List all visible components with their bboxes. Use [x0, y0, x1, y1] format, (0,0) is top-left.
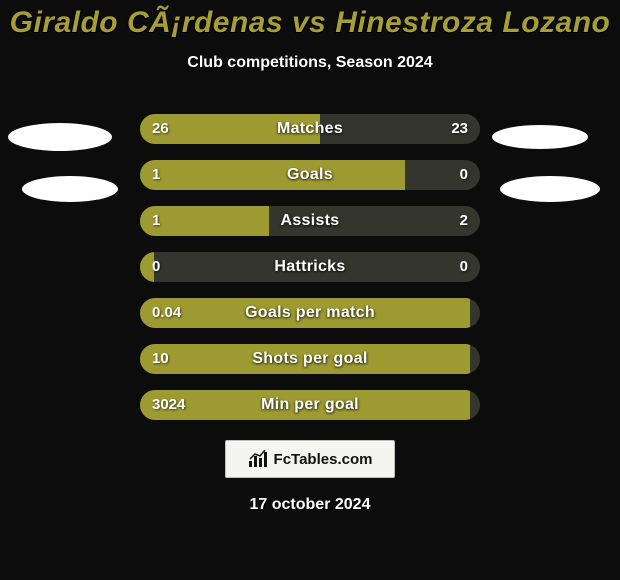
stat-bar: 26Matches23 [140, 114, 480, 144]
footer-logo: FcTables.com [225, 440, 395, 478]
stat-label: Goals [140, 160, 480, 190]
stat-right-value: 0 [460, 160, 468, 190]
stat-label: Min per goal [140, 390, 480, 420]
stat-label: Assists [140, 206, 480, 236]
decor-ellipse-left2 [22, 176, 118, 202]
stat-bar: 0Hattricks0 [140, 252, 480, 282]
date-text: 17 october 2024 [0, 496, 620, 514]
stat-label: Goals per match [140, 298, 480, 328]
stat-label: Hattricks [140, 252, 480, 282]
decor-ellipse-right2 [500, 176, 600, 202]
decor-ellipse-left1 [8, 123, 112, 151]
page-title: Giraldo CÃ¡rdenas vs Hinestroza Lozano [0, 0, 620, 40]
stat-bar: 0.04Goals per match [140, 298, 480, 328]
stat-bar: 10Shots per goal [140, 344, 480, 374]
stat-bar: 1Goals0 [140, 160, 480, 190]
stat-right-value: 0 [460, 252, 468, 282]
footer-logo-text: FcTables.com [274, 451, 373, 468]
stat-right-value: 2 [460, 206, 468, 236]
subtitle: Club competitions, Season 2024 [0, 54, 620, 72]
stat-label: Matches [140, 114, 480, 144]
chart-icon [248, 450, 270, 468]
stat-bar: 3024Min per goal [140, 390, 480, 420]
bars-container: 26Matches231Goals01Assists20Hattricks00.… [0, 114, 620, 420]
decor-ellipse-right1 [492, 125, 588, 149]
stat-right-value: 23 [451, 114, 468, 144]
stat-label: Shots per goal [140, 344, 480, 374]
stat-bar: 1Assists2 [140, 206, 480, 236]
